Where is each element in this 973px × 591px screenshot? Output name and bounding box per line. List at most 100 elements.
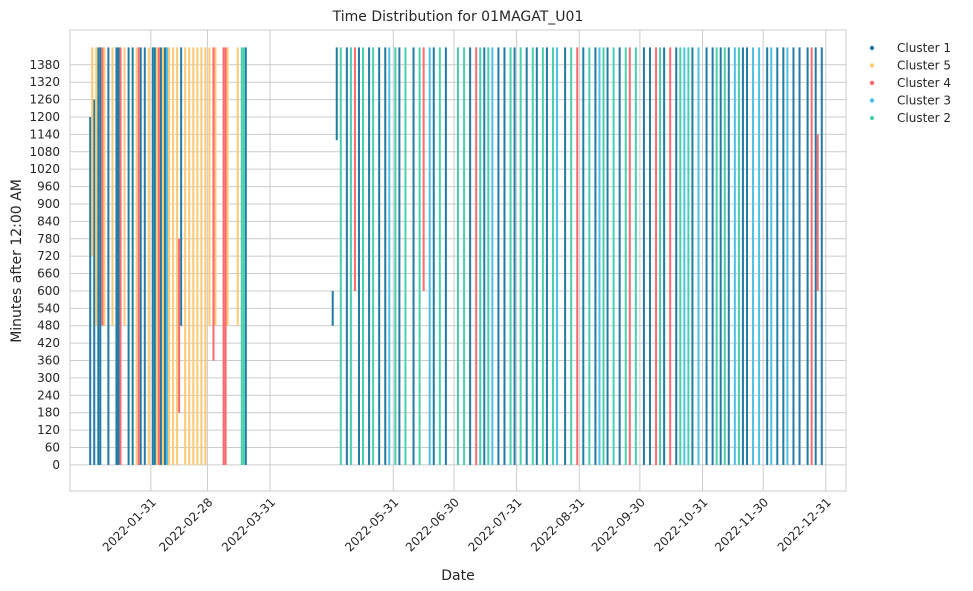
data-point-column: [602, 47, 605, 465]
series-cluster-1: [89, 47, 823, 465]
data-point-column: [123, 47, 126, 326]
data-point-column: [820, 47, 823, 465]
data-point-column: [155, 47, 158, 465]
legend-marker: [869, 98, 875, 103]
legend-label: Cluster 3: [897, 94, 951, 108]
legend-marker: [869, 63, 875, 68]
data-point-column: [368, 47, 371, 465]
y-tick-label: 960: [37, 180, 60, 194]
data-point-column: [675, 47, 678, 465]
data-point-column: [362, 47, 365, 465]
x-tick-label: 2022-12-31: [775, 495, 834, 554]
data-point-column: [752, 47, 755, 465]
data-point-column: [541, 47, 544, 465]
chart-title: Time Distribution for 01MAGAT_U01: [332, 9, 584, 25]
data-point-column: [648, 47, 651, 465]
data-point-column: [438, 47, 441, 465]
data-point-column: [422, 47, 425, 291]
data-point-column: [531, 47, 534, 465]
data-point-column: [244, 47, 247, 465]
data-point-column: [159, 47, 162, 465]
data-point-column: [200, 47, 203, 465]
y-tick-label: 300: [37, 371, 60, 385]
legend: Cluster 1 Cluster 5 Cluster 4 Cluster 3 Clus…: [869, 41, 951, 125]
data-point-column: [178, 238, 181, 413]
data-point-column: [172, 47, 175, 465]
legend-label: Cluster 5: [897, 59, 951, 73]
x-tick-label: 2022-08-31: [528, 495, 587, 554]
data-point-column: [758, 47, 761, 465]
data-point-column: [786, 47, 789, 465]
legend-marker: [869, 115, 875, 121]
y-tick-label: 540: [37, 301, 60, 315]
data-point-column: [335, 47, 338, 141]
data-point-column: [95, 47, 98, 326]
data-point-column: [697, 47, 700, 465]
data-point-column: [792, 47, 795, 465]
x-tick-label: 2022-01-31: [100, 495, 159, 554]
data-point-column: [97, 47, 100, 465]
data-point-column: [782, 47, 785, 465]
data-point-column: [93, 99, 96, 465]
x-axis-title: Date: [441, 568, 474, 584]
data-point-column: [163, 47, 166, 465]
y-tick-label: 1320: [29, 75, 60, 89]
data-point-column: [683, 47, 686, 465]
y-tick-label: 0: [52, 458, 60, 472]
data-point-column: [412, 47, 415, 465]
data-point-column: [594, 47, 597, 465]
data-point-column: [766, 47, 769, 465]
data-point-column: [525, 47, 528, 465]
data-point-column: [723, 47, 726, 465]
data-point-column: [715, 47, 718, 465]
data-point-column: [208, 47, 211, 326]
y-tick-label: 900: [37, 197, 60, 211]
y-tick-label: 720: [37, 249, 60, 263]
x-tick-label: 2022-02-28: [156, 495, 215, 554]
data-point-column: [497, 47, 500, 465]
data-point-column: [147, 47, 150, 465]
data-point-column: [679, 47, 682, 465]
y-tick-label: 1020: [29, 162, 60, 176]
data-point-column: [117, 47, 120, 465]
data-point-column: [103, 47, 106, 326]
data-point-column: [642, 47, 645, 465]
y-tick-label: 1140: [29, 127, 60, 141]
y-tick-label: 360: [37, 354, 60, 368]
y-axis-ticks: 0 60 120 180 240 300 360 420 480 540 600 660 720 780 8…: [29, 58, 60, 472]
data-point-column: [89, 116, 92, 465]
data-point-column: [705, 47, 708, 465]
y-tick-label: 1260: [29, 93, 60, 107]
data-point-column: [196, 47, 199, 465]
data-point-column: [226, 47, 229, 326]
y-axis-title: Minutes after 12:00 AM: [9, 179, 25, 343]
data-point-column: [432, 47, 435, 465]
data-point-column: [99, 47, 102, 465]
data-point-column: [663, 47, 666, 465]
series-cluster-3: [166, 47, 789, 465]
data-point-column: [669, 47, 672, 465]
data-point-column: [691, 47, 694, 465]
data-point-column: [384, 47, 387, 465]
data-point-column: [535, 47, 538, 465]
data-point-column: [353, 47, 356, 291]
y-tick-label: 660: [37, 267, 60, 281]
data-point-column: [582, 47, 585, 465]
data-point-column: [551, 47, 554, 465]
series-cluster-2: [240, 47, 740, 465]
data-point-column: [733, 47, 736, 465]
data-point-column: [111, 47, 114, 326]
data-point-column: [745, 47, 748, 465]
data-point-column: [166, 47, 168, 465]
data-point-column: [107, 47, 110, 465]
data-point-column: [469, 47, 472, 465]
data-point-column: [806, 47, 809, 465]
data-point-column: [628, 47, 631, 465]
data-point-column: [349, 47, 352, 465]
data-point-column: [101, 47, 104, 326]
y-tick-label: 840: [37, 214, 60, 228]
data-point-column: [345, 47, 348, 465]
data-point-column: [428, 47, 431, 465]
y-tick-label: 180: [37, 406, 60, 420]
